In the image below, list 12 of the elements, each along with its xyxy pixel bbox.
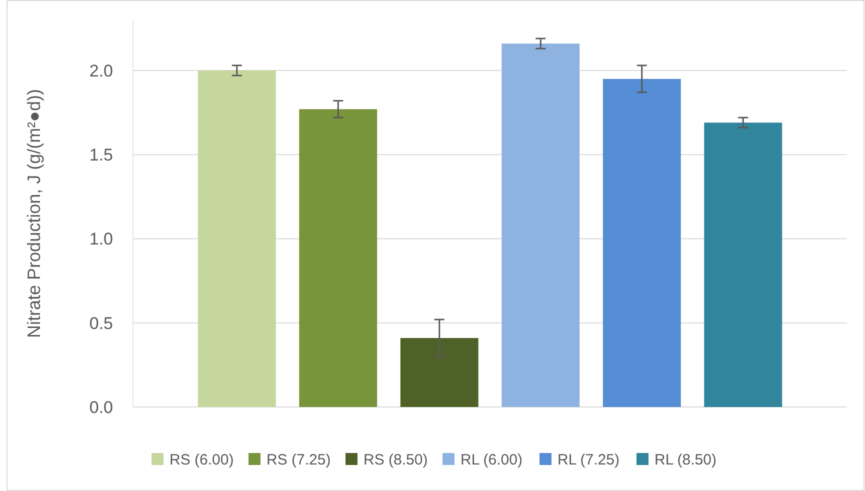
y-tick-label: 1.5	[89, 146, 113, 165]
legend-label: RL (6.00)	[460, 451, 522, 468]
legend-label: RS (6.00)	[170, 451, 234, 468]
y-tick-label: 2.0	[89, 61, 113, 80]
y-tick-label: 0.0	[89, 398, 113, 417]
legend-label: RL (8.50)	[654, 451, 716, 468]
legend-label: RS (7.25)	[266, 451, 331, 468]
y-axis-title: Nitrate Production, J (g/(m²●d))	[24, 89, 44, 338]
legend-label: RL (7.25)	[558, 451, 620, 468]
y-tick-label: 1.0	[89, 230, 113, 249]
y-tick-label: 0.5	[89, 314, 113, 333]
legend-label: RS (8.50)	[364, 451, 428, 468]
